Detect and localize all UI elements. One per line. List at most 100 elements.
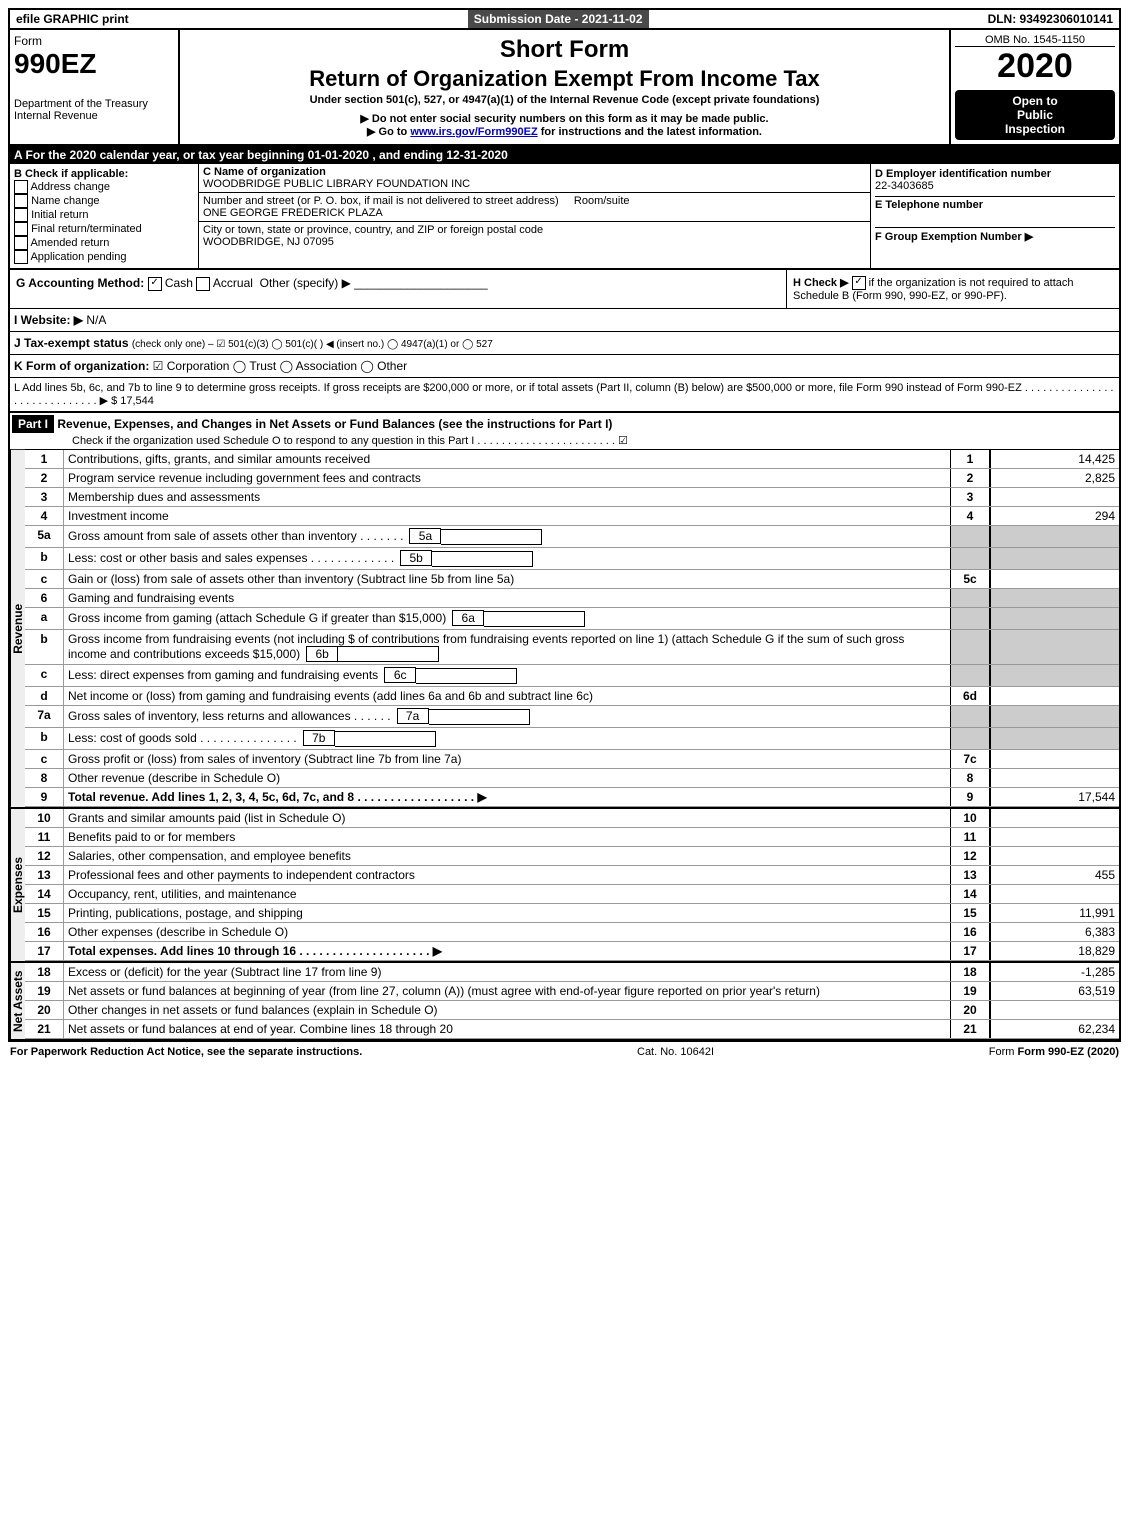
dln-label: DLN: 93492306010141 (982, 10, 1119, 28)
line-row: 13Professional fees and other payments t… (25, 866, 1119, 885)
cash-check[interactable]: ✓ (148, 277, 162, 291)
line-row: aGross income from gaming (attach Schedu… (25, 608, 1119, 630)
line-value: 294 (990, 507, 1119, 525)
line-desc: Less: direct expenses from gaming and fu… (64, 665, 950, 686)
line-value (990, 665, 1119, 686)
inline-box: 6a (452, 610, 484, 626)
g-block: G Accounting Method: ✓ Cash Accrual Othe… (10, 270, 786, 308)
check-opt[interactable]: Application pending (14, 250, 194, 264)
line-value (990, 526, 1119, 547)
line-row: 11Benefits paid to or for members11 (25, 828, 1119, 847)
line-row: 3Membership dues and assessments3 (25, 488, 1119, 507)
inline-value (338, 646, 439, 662)
check-opt[interactable]: Address change (14, 180, 194, 194)
line-number: c (25, 570, 64, 588)
city-row: City or town, state or province, country… (199, 222, 870, 250)
line-number: 5a (25, 526, 64, 547)
efile-label[interactable]: efile GRAPHIC print (10, 10, 135, 28)
line-box: 3 (950, 488, 990, 506)
line-value (990, 728, 1119, 749)
line-box: 18 (950, 963, 990, 981)
d-label: D Employer identification number (875, 168, 1115, 180)
irs-link[interactable]: www.irs.gov/Form990EZ (410, 126, 537, 138)
line-number: 16 (25, 923, 64, 941)
line-box: 5c (950, 570, 990, 588)
line-row: 10Grants and similar amounts paid (list … (25, 809, 1119, 828)
g-label: G Accounting Method: (16, 276, 144, 290)
line-box (950, 589, 990, 607)
line-row: 17Total expenses. Add lines 10 through 1… (25, 942, 1119, 961)
form-number: 990EZ (14, 48, 174, 80)
line-box: 12 (950, 847, 990, 865)
line-row: 9Total revenue. Add lines 1, 2, 3, 4, 5c… (25, 788, 1119, 807)
org-addr: ONE GEORGE FREDERICK PLAZA (203, 207, 383, 219)
check-b-label: B Check if applicable: (14, 168, 194, 180)
line-value: 2,825 (990, 469, 1119, 487)
line-desc: Gross sales of inventory, less returns a… (64, 706, 950, 727)
line-value (990, 570, 1119, 588)
line-box: 7c (950, 750, 990, 768)
line-number: 1 (25, 450, 64, 468)
line-number: d (25, 687, 64, 705)
line-number: 11 (25, 828, 64, 846)
room-label: Room/suite (574, 195, 630, 207)
line-value (990, 589, 1119, 607)
line-box: 8 (950, 769, 990, 787)
l-row: L Add lines 5b, 6c, and 7b to line 9 to … (8, 378, 1121, 413)
line-number: b (25, 630, 64, 665)
check-opt[interactable]: Final return/terminated (14, 222, 194, 236)
form-word: Form (14, 34, 174, 48)
line-box: 17 (950, 942, 990, 960)
line-value (990, 548, 1119, 569)
line-desc: Benefits paid to or for members (64, 828, 950, 846)
line-value: 62,234 (990, 1020, 1119, 1038)
footer-right: Form Form 990-EZ (2020) (989, 1046, 1119, 1058)
line-number: 8 (25, 769, 64, 787)
line-value: 455 (990, 866, 1119, 884)
line-desc: Program service revenue including govern… (64, 469, 950, 487)
expenses-label: Expenses (10, 809, 25, 961)
header-left: Form 990EZ Department of the Treasury In… (10, 30, 180, 144)
dept-label: Department of the Treasury (14, 98, 174, 110)
check-opt[interactable]: Name change (14, 194, 194, 208)
line-box (950, 608, 990, 629)
check-opt[interactable]: Amended return (14, 236, 194, 250)
line-value: -1,285 (990, 963, 1119, 981)
line-row: dNet income or (loss) from gaming and fu… (25, 687, 1119, 706)
h-check[interactable]: ✓ (852, 276, 866, 290)
line-desc: Membership dues and assessments (64, 488, 950, 506)
opt-final: Final return/terminated (31, 223, 142, 235)
inline-box: 6b (306, 646, 338, 662)
line-row: cGain or (loss) from sale of assets othe… (25, 570, 1119, 589)
line-desc: Other revenue (describe in Schedule O) (64, 769, 950, 787)
i-row: I Website: ▶ N/A (8, 309, 1121, 332)
line-number: 19 (25, 982, 64, 1000)
addr-label: Number and street (or P. O. box, if mail… (203, 195, 559, 207)
accrual-check[interactable] (196, 277, 210, 291)
line-box: 19 (950, 982, 990, 1000)
line-value (990, 706, 1119, 727)
line-row: 1Contributions, gifts, grants, and simil… (25, 450, 1119, 469)
header-right: OMB No. 1545-1150 2020 Open to Public In… (949, 30, 1119, 144)
line-row: 12Salaries, other compensation, and empl… (25, 847, 1119, 866)
submission-date: Submission Date - 2021-11-02 (468, 10, 649, 28)
line-desc: Less: cost or other basis and sales expe… (64, 548, 950, 569)
line-row: 18Excess or (deficit) for the year (Subt… (25, 963, 1119, 982)
line-number: 9 (25, 788, 64, 806)
f-label: F Group Exemption Number ▶ (875, 227, 1115, 243)
revenue-body: 1Contributions, gifts, grants, and simil… (25, 450, 1119, 807)
line-desc: Printing, publications, postage, and shi… (64, 904, 950, 922)
line-number: 17 (25, 942, 64, 960)
opt-initial: Initial return (31, 209, 88, 221)
inline-value (441, 529, 542, 545)
line-value: 18,829 (990, 942, 1119, 960)
line-value (990, 750, 1119, 768)
line-row: 21Net assets or fund balances at end of … (25, 1020, 1119, 1039)
expenses-block: Expenses 10Grants and similar amounts pa… (8, 807, 1121, 961)
line-value: 11,991 (990, 904, 1119, 922)
line-box: 14 (950, 885, 990, 903)
check-opt[interactable]: Initial return (14, 208, 194, 222)
line-number: 6 (25, 589, 64, 607)
line-row: 5aGross amount from sale of assets other… (25, 526, 1119, 548)
i-label: I Website: ▶ (14, 313, 83, 327)
